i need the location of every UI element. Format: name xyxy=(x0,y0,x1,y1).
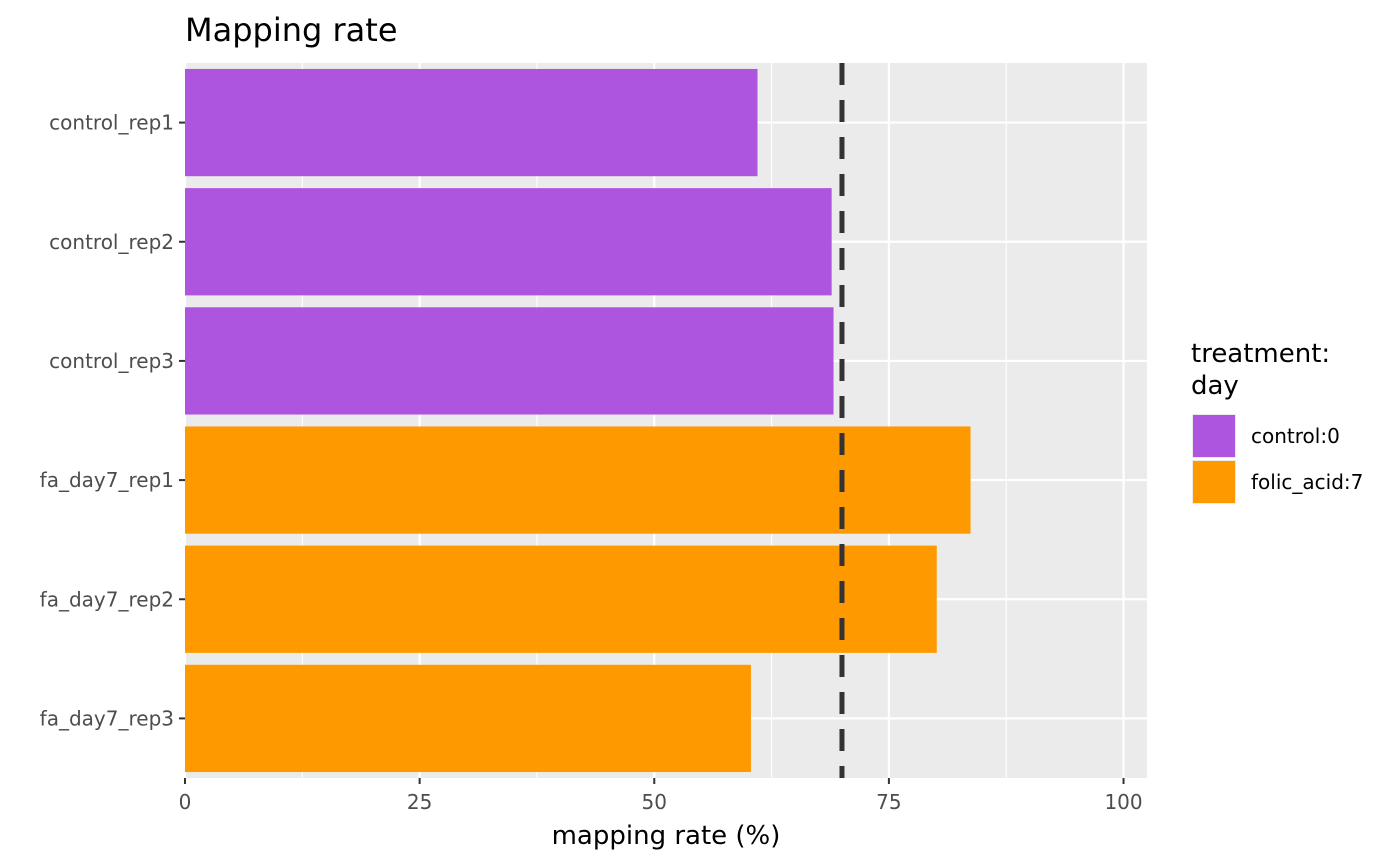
bar-fa_day7_rep3 xyxy=(185,664,751,773)
x-axis: 0 25 50 75 100 xyxy=(179,778,1143,814)
bar-control_rep1 xyxy=(185,68,758,177)
y-tick-label: fa_day7_rep1 xyxy=(40,468,174,492)
bar-control_rep3 xyxy=(185,307,834,415)
legend-title-line-2: day xyxy=(1191,371,1239,401)
legend-entries: control:0 folic_acid:7 xyxy=(1192,414,1363,504)
x-tick-label: 0 xyxy=(179,790,192,814)
y-axis: control_rep1 control_rep2 control_rep3 fa_d… xyxy=(40,111,185,730)
x-tick-label: 25 xyxy=(407,790,432,814)
legend: treatment: day control:0 folic_acid:7 xyxy=(1191,339,1363,504)
legend-label: control:0 xyxy=(1251,424,1340,448)
x-tick-label: 100 xyxy=(1104,790,1142,814)
x-axis-label: mapping rate (%) xyxy=(552,821,781,851)
chart-title: Mapping rate xyxy=(185,11,398,49)
y-tick-label: control_rep1 xyxy=(49,111,174,135)
y-tick-label: control_rep3 xyxy=(49,349,174,373)
plot-panel xyxy=(185,63,1147,778)
bar-fa_day7_rep1 xyxy=(185,426,971,534)
legend-label: folic_acid:7 xyxy=(1251,470,1363,494)
y-tick-label: control_rep2 xyxy=(49,230,174,254)
y-tick-label: fa_day7_rep2 xyxy=(40,587,174,611)
bar-control_rep2 xyxy=(185,188,832,296)
bar-fa_day7_rep2 xyxy=(185,545,937,653)
x-tick-label: 50 xyxy=(642,790,667,814)
x-tick-label: 75 xyxy=(876,790,901,814)
legend-swatch xyxy=(1193,461,1235,503)
y-tick-label: fa_day7_rep3 xyxy=(40,706,174,730)
legend-title-line-1: treatment: xyxy=(1191,339,1330,369)
legend-title: treatment: day xyxy=(1191,339,1338,401)
legend-swatch xyxy=(1193,415,1235,457)
